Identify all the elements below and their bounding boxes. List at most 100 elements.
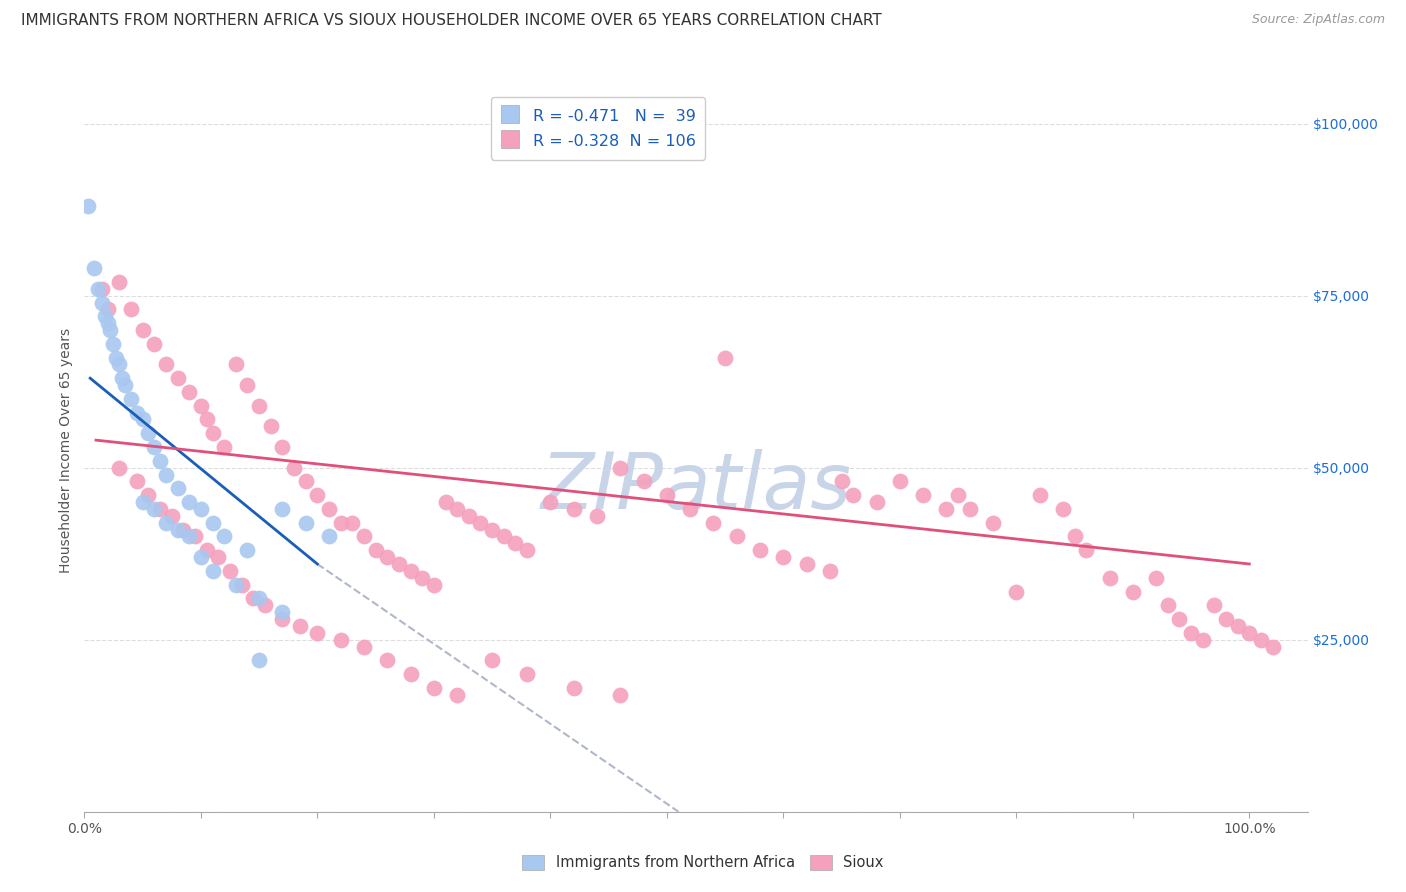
Point bbox=[201, 426, 224, 441]
Point bbox=[172, 523, 194, 537]
Point bbox=[247, 591, 270, 606]
Point bbox=[842, 488, 865, 502]
Point bbox=[586, 508, 609, 523]
Text: ZIPatlas: ZIPatlas bbox=[540, 449, 852, 524]
Point bbox=[505, 536, 527, 550]
Point bbox=[889, 475, 911, 489]
Point bbox=[138, 426, 160, 441]
Point bbox=[120, 392, 142, 406]
Point bbox=[1157, 599, 1180, 613]
Point bbox=[201, 564, 224, 578]
Point bbox=[1005, 584, 1028, 599]
Point bbox=[179, 384, 201, 399]
Point bbox=[1226, 619, 1249, 633]
Point bbox=[253, 599, 276, 613]
Point bbox=[725, 529, 748, 543]
Point bbox=[225, 577, 247, 591]
Point bbox=[470, 516, 492, 530]
Point bbox=[103, 336, 125, 351]
Point bbox=[131, 495, 153, 509]
Point bbox=[125, 475, 148, 489]
Point bbox=[609, 460, 631, 475]
Point bbox=[935, 502, 957, 516]
Point bbox=[1180, 625, 1202, 640]
Point bbox=[609, 688, 631, 702]
Point bbox=[749, 543, 772, 558]
Point bbox=[399, 667, 422, 681]
Point bbox=[702, 516, 724, 530]
Point bbox=[160, 508, 183, 523]
Point bbox=[1261, 640, 1284, 654]
Point bbox=[411, 571, 433, 585]
Point bbox=[1239, 625, 1261, 640]
Point bbox=[143, 502, 166, 516]
Point bbox=[831, 475, 853, 489]
Point bbox=[271, 612, 294, 626]
Point bbox=[481, 653, 503, 667]
Point bbox=[212, 440, 235, 454]
Point bbox=[283, 460, 305, 475]
Point bbox=[201, 516, 224, 530]
Point bbox=[959, 502, 981, 516]
Point bbox=[1122, 584, 1144, 599]
Point bbox=[388, 557, 411, 571]
Point bbox=[318, 529, 340, 543]
Point bbox=[247, 399, 270, 413]
Point bbox=[516, 543, 538, 558]
Point bbox=[633, 475, 655, 489]
Point bbox=[271, 440, 294, 454]
Point bbox=[912, 488, 935, 502]
Point bbox=[166, 523, 188, 537]
Point bbox=[131, 412, 153, 426]
Point bbox=[97, 316, 120, 330]
Legend: R = -0.471   N =  39, R = -0.328  N = 106: R = -0.471 N = 39, R = -0.328 N = 106 bbox=[491, 97, 704, 160]
Point bbox=[131, 323, 153, 337]
Point bbox=[97, 302, 120, 317]
Point bbox=[329, 632, 352, 647]
Point bbox=[114, 378, 136, 392]
Point bbox=[1098, 571, 1121, 585]
Point bbox=[195, 412, 218, 426]
Point bbox=[516, 667, 538, 681]
Point bbox=[90, 282, 112, 296]
Point bbox=[104, 351, 127, 365]
Point bbox=[125, 406, 148, 420]
Point bbox=[179, 529, 201, 543]
Point bbox=[271, 605, 294, 619]
Point bbox=[76, 199, 98, 213]
Point bbox=[434, 495, 457, 509]
Point bbox=[190, 399, 212, 413]
Point bbox=[207, 550, 229, 565]
Point bbox=[446, 688, 468, 702]
Point bbox=[288, 619, 311, 633]
Point bbox=[166, 481, 188, 495]
Point bbox=[818, 564, 841, 578]
Point bbox=[1204, 599, 1226, 613]
Point bbox=[981, 516, 1004, 530]
Point bbox=[236, 543, 259, 558]
Point bbox=[329, 516, 352, 530]
Y-axis label: Householder Income Over 65 years: Householder Income Over 65 years bbox=[59, 328, 73, 573]
Point bbox=[375, 653, 398, 667]
Point bbox=[772, 550, 794, 565]
Point bbox=[219, 564, 242, 578]
Point bbox=[195, 543, 218, 558]
Point bbox=[212, 529, 235, 543]
Point bbox=[236, 378, 259, 392]
Point bbox=[457, 508, 479, 523]
Point bbox=[108, 358, 131, 372]
Point bbox=[1028, 488, 1050, 502]
Point bbox=[307, 488, 329, 502]
Point bbox=[294, 516, 316, 530]
Point bbox=[108, 460, 131, 475]
Point bbox=[865, 495, 887, 509]
Point bbox=[143, 440, 166, 454]
Point bbox=[190, 550, 212, 565]
Text: Source: ZipAtlas.com: Source: ZipAtlas.com bbox=[1251, 13, 1385, 27]
Point bbox=[294, 475, 316, 489]
Point bbox=[375, 550, 398, 565]
Point bbox=[184, 529, 207, 543]
Text: IMMIGRANTS FROM NORTHERN AFRICA VS SIOUX HOUSEHOLDER INCOME OVER 65 YEARS CORREL: IMMIGRANTS FROM NORTHERN AFRICA VS SIOUX… bbox=[21, 13, 882, 29]
Point bbox=[190, 502, 212, 516]
Point bbox=[83, 261, 105, 276]
